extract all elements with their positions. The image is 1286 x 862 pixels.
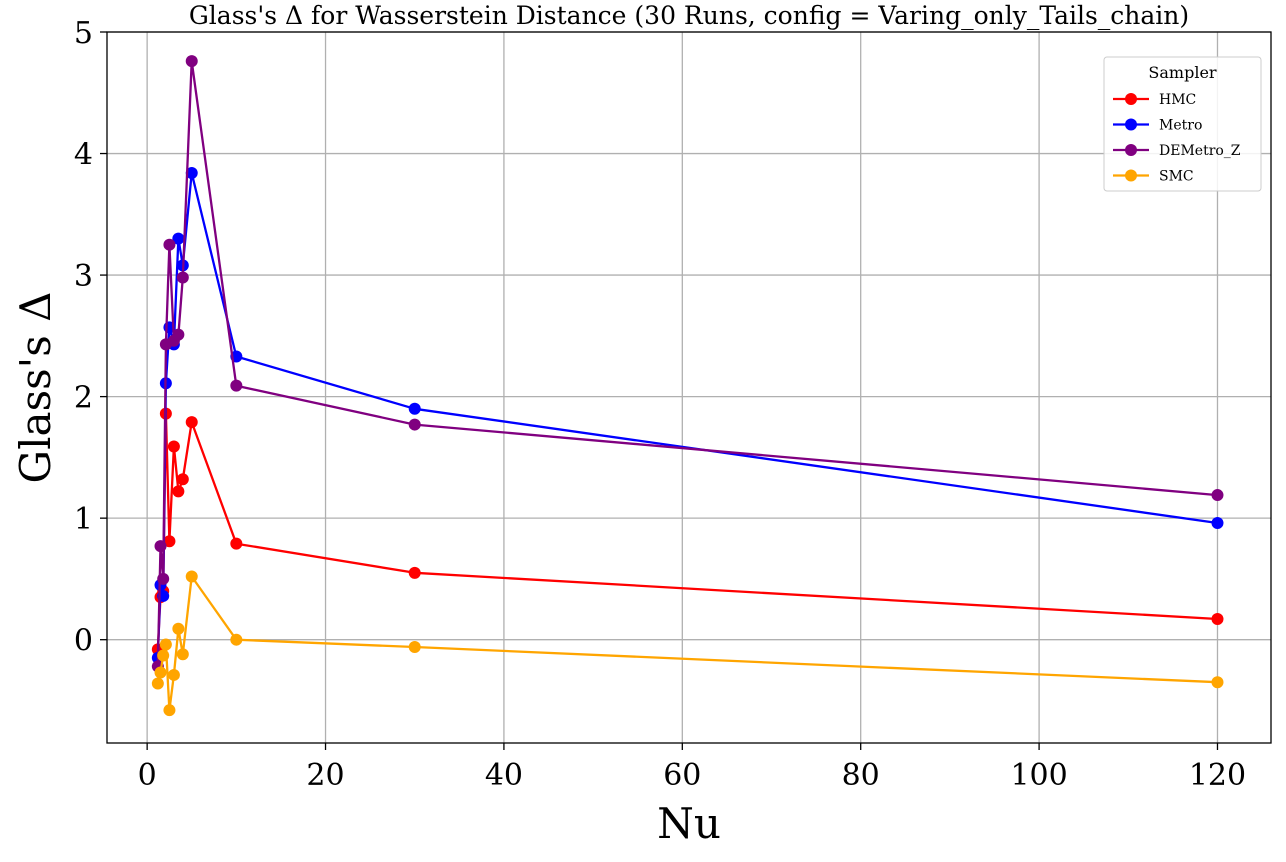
legend-marker-hmc xyxy=(1125,93,1137,105)
data-point-hmc xyxy=(230,537,243,550)
data-point-demetro-z xyxy=(230,379,243,392)
y-tick-label: 2 xyxy=(74,381,93,416)
y-tick-label: 3 xyxy=(74,259,93,294)
data-point-smc xyxy=(167,668,180,681)
y-axis-title: Glass's Δ xyxy=(11,292,60,484)
legend-items: HMC Metro DEMetro_Z SMC xyxy=(1113,92,1241,185)
legend-label-smc: SMC xyxy=(1159,169,1194,185)
legend-marker-metro xyxy=(1125,118,1137,131)
x-tick-label: 0 xyxy=(138,758,157,793)
y-tick-label: 1 xyxy=(74,502,93,537)
chart-title: Glass's Δ for Wasserstein Distance (30 R… xyxy=(189,1,1189,30)
x-tick-label: 20 xyxy=(306,758,344,793)
data-point-demetro-z xyxy=(176,271,189,284)
data-point-hmc xyxy=(167,440,180,453)
data-point-smc xyxy=(151,677,164,690)
data-point-demetro-z xyxy=(172,328,185,341)
legend-title: Sampler xyxy=(1148,63,1217,82)
data-point-demetro-z xyxy=(154,540,167,553)
x-axis-title: Nu xyxy=(657,799,721,848)
legend-marker-demetro-z xyxy=(1125,144,1137,156)
data-point-smc xyxy=(176,648,189,661)
data-point-smc xyxy=(408,640,421,653)
y-tick-label: 0 xyxy=(74,624,93,659)
data-point-hmc xyxy=(163,535,176,548)
legend-label-hmc: HMC xyxy=(1159,92,1196,108)
axis-ticks: 0 20 40 60 80 100 120 0 1 2 3 4 5 xyxy=(74,16,1246,793)
x-tick-label: 120 xyxy=(1189,758,1246,793)
data-point-smc xyxy=(157,649,170,662)
y-tick-label: 5 xyxy=(74,16,93,51)
data-point-smc xyxy=(185,570,198,583)
data-point-demetro-z xyxy=(163,238,176,251)
x-tick-label: 80 xyxy=(842,758,880,793)
data-point-hmc xyxy=(176,473,189,486)
x-tick-label: 100 xyxy=(1010,758,1067,793)
legend: Sampler HMC Metro DEMetro_Z SMC xyxy=(1103,56,1262,192)
data-point-metro xyxy=(1211,517,1224,530)
series-layer xyxy=(151,55,1224,717)
data-point-metro xyxy=(408,402,421,415)
data-point-demetro-z xyxy=(408,418,421,431)
data-point-hmc xyxy=(172,485,185,498)
data-point-demetro-z xyxy=(1211,489,1224,502)
data-point-metro xyxy=(172,232,185,245)
y-tick-label: 4 xyxy=(74,138,93,173)
data-point-demetro-z xyxy=(157,572,170,585)
legend-label-metro: Metro xyxy=(1159,118,1202,134)
data-point-hmc xyxy=(408,566,421,579)
data-point-demetro-z xyxy=(185,55,198,68)
data-point-smc xyxy=(172,622,185,635)
x-tick-label: 60 xyxy=(663,758,701,793)
legend-label-demetro-z: DEMetro_Z xyxy=(1159,143,1241,159)
data-point-smc xyxy=(230,633,243,646)
data-point-hmc xyxy=(185,416,198,429)
plot-frame xyxy=(106,31,1272,744)
data-point-hmc xyxy=(1211,613,1224,626)
data-point-smc xyxy=(1211,676,1224,689)
x-tick-label: 40 xyxy=(485,758,523,793)
legend-box xyxy=(1103,56,1262,192)
data-point-smc xyxy=(159,638,172,651)
legend-marker-smc xyxy=(1125,169,1137,182)
data-point-smc xyxy=(163,704,176,717)
data-point-smc xyxy=(154,666,167,679)
data-point-metro xyxy=(185,166,198,179)
